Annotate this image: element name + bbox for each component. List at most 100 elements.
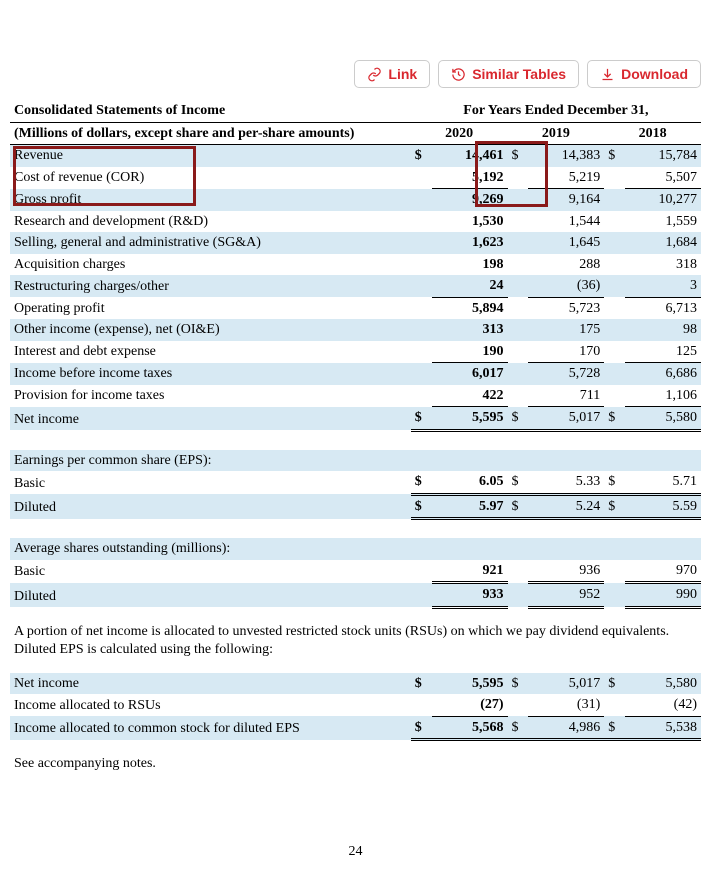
year-row: (Millions of dollars, except share and p…: [10, 122, 701, 145]
link-button[interactable]: Link: [354, 60, 430, 88]
cell-value: 1,645: [528, 232, 604, 254]
currency-symbol: $: [604, 716, 625, 740]
cell-value: 936: [528, 560, 604, 583]
cell-label: Diluted: [10, 583, 411, 608]
row-shares-header: Average shares outstanding (millions):: [10, 538, 701, 560]
toolbar: Link Similar Tables Download: [10, 60, 701, 88]
spacer-row: [10, 430, 701, 450]
row-eps-header: Earnings per common share (EPS):: [10, 450, 701, 472]
cell-value: 6,686: [625, 363, 701, 385]
cell-value: (36): [528, 275, 604, 297]
cell-label: Income allocated to RSUs: [10, 694, 411, 716]
row-shares-diluted: Diluted 933 952 990: [10, 583, 701, 608]
cell-label: Other income (expense), net (OI&E): [10, 319, 411, 341]
cell-value: 5.97: [432, 494, 508, 519]
cell-value: 14,383: [528, 145, 604, 167]
currency-symbol: $: [411, 673, 432, 695]
row-rd: Research and development (R&D) 1,530 1,5…: [10, 211, 701, 233]
currency-symbol: $: [508, 407, 529, 431]
row-restructuring: Restructuring charges/other 24 (36) 3: [10, 275, 701, 297]
cell-value: 6,017: [432, 363, 508, 385]
cell-value: 313: [432, 319, 508, 341]
spacer-row: [10, 519, 701, 539]
currency-symbol: $: [604, 494, 625, 519]
currency-symbol: $: [508, 471, 529, 494]
currency-symbol: $: [411, 471, 432, 494]
col-year-2: 2019: [508, 122, 605, 145]
col-year-1: 2020: [411, 122, 508, 145]
cell-label: Restructuring charges/other: [10, 275, 411, 297]
download-label: Download: [621, 66, 688, 82]
currency-symbol: $: [508, 673, 529, 695]
cell-value: 14,461: [432, 145, 508, 167]
cell-value: 98: [625, 319, 701, 341]
cell-value: 6.05: [432, 471, 508, 494]
cell-value: 9,164: [528, 189, 604, 211]
cell-label: Earnings per common share (EPS):: [10, 450, 701, 472]
cell-value: 5,894: [432, 297, 508, 319]
cell-label: Net income: [10, 673, 411, 695]
link-button-label: Link: [388, 66, 417, 82]
row-oie: Other income (expense), net (OI&E) 313 1…: [10, 319, 701, 341]
statement-title: Consolidated Statements of Income: [10, 100, 411, 122]
row-interest: Interest and debt expense 190 170 125: [10, 341, 701, 363]
cell-value: 5,595: [432, 407, 508, 431]
cell-value: 5,538: [625, 716, 701, 740]
currency-symbol: $: [604, 145, 625, 167]
cell-value: 422: [432, 385, 508, 407]
similar-tables-button[interactable]: Similar Tables: [438, 60, 579, 88]
cell-value: 175: [528, 319, 604, 341]
cell-value: 198: [432, 254, 508, 276]
col-year-3: 2018: [604, 122, 701, 145]
currency-symbol: $: [508, 494, 529, 519]
cell-value: 921: [432, 560, 508, 583]
cell-value: 5.24: [528, 494, 604, 519]
cell-label: Income allocated to common stock for dil…: [10, 716, 411, 740]
cell-value: 952: [528, 583, 604, 608]
cell-label: Selling, general and administrative (SG&…: [10, 232, 411, 254]
cell-label: Basic: [10, 560, 411, 583]
units-note: (Millions of dollars, except share and p…: [10, 122, 411, 145]
cell-label: Provision for income taxes: [10, 385, 411, 407]
see-notes-text: See accompanying notes.: [14, 755, 697, 773]
cell-value: 5,507: [625, 167, 701, 189]
row-cor: Cost of revenue (COR) 5,192 5,219 5,507: [10, 167, 701, 189]
cell-value: 6,713: [625, 297, 701, 319]
download-button[interactable]: Download: [587, 60, 701, 88]
cell-value: 5,219: [528, 167, 604, 189]
row-gross-profit: Gross profit 9,269 9,164 10,277: [10, 189, 701, 211]
cell-value: (31): [528, 694, 604, 716]
cell-value: 5,595: [432, 673, 508, 695]
page-number: 24: [10, 844, 701, 860]
cell-value: 711: [528, 385, 604, 407]
period-header: For Years Ended December 31,: [411, 100, 701, 122]
cell-value: 5.33: [528, 471, 604, 494]
cell-label: Gross profit: [10, 189, 411, 211]
currency-symbol: $: [411, 407, 432, 431]
cell-value: 5,192: [432, 167, 508, 189]
currency-symbol: $: [604, 673, 625, 695]
cell-value: 1,684: [625, 232, 701, 254]
cell-value: 1,544: [528, 211, 604, 233]
cell-label: Interest and debt expense: [10, 341, 411, 363]
row-tax: Provision for income taxes 422 711 1,106: [10, 385, 701, 407]
diluted-eps-table: Net income $5,595 $5,017 $5,580 Income a…: [10, 673, 701, 742]
row-net-income-2: Net income $5,595 $5,017 $5,580: [10, 673, 701, 695]
cell-value: 933: [432, 583, 508, 608]
currency-symbol: $: [411, 145, 432, 167]
cell-value: (42): [625, 694, 701, 716]
row-pretax: Income before income taxes 6,017 5,728 6…: [10, 363, 701, 385]
currency-symbol: $: [508, 145, 529, 167]
currency-symbol: $: [411, 716, 432, 740]
report-area: Consolidated Statements of Income For Ye…: [10, 100, 701, 609]
row-common-eps: Income allocated to common stock for dil…: [10, 716, 701, 740]
row-rsu: Income allocated to RSUs (27) (31) (42): [10, 694, 701, 716]
cell-value: 1,530: [432, 211, 508, 233]
cell-label: Revenue: [10, 145, 411, 167]
cell-value: 5,723: [528, 297, 604, 319]
cell-value: 9,269: [432, 189, 508, 211]
cell-label: Income before income taxes: [10, 363, 411, 385]
row-revenue: Revenue $14,461 $14,383 $15,784: [10, 145, 701, 167]
history-icon: [451, 67, 466, 82]
cell-value: 5.59: [625, 494, 701, 519]
